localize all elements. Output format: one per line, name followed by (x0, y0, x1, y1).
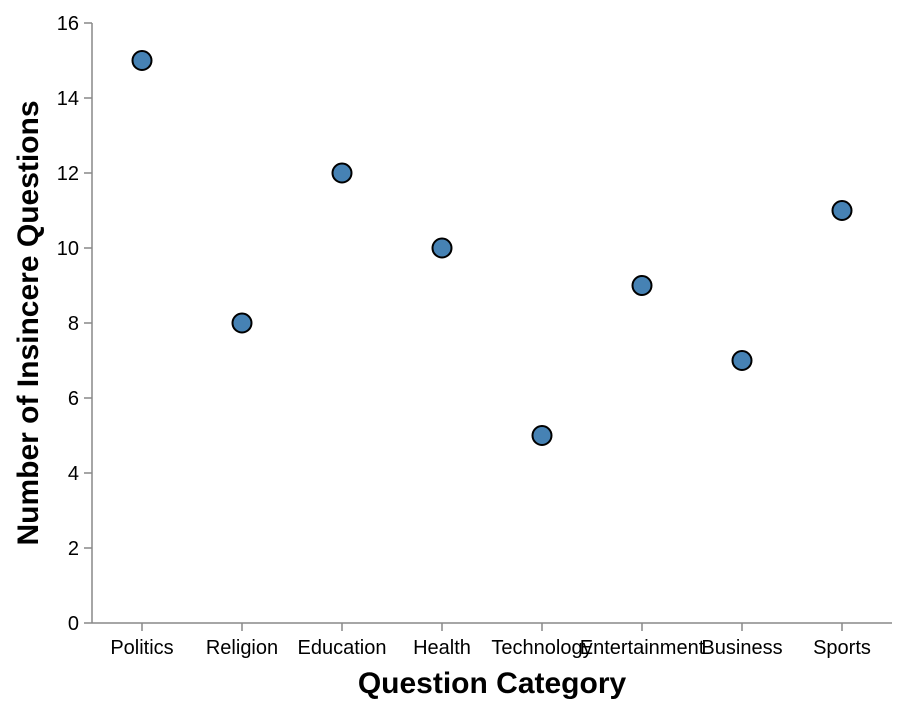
y-tick-label: 14 (57, 88, 79, 110)
data-point (131, 50, 153, 71)
y-axis: 0 2 4 6 8 10 12 14 16 (57, 13, 93, 635)
y-tick-label: 4 (68, 463, 79, 485)
x-tick-label: Politics (110, 637, 173, 659)
y-tick-label: 10 (57, 238, 79, 260)
data-point (631, 275, 653, 296)
y-axis-title: Number of Insincere Questions (12, 100, 45, 545)
x-tick-label: Business (701, 637, 782, 659)
y-tick-label: 6 (68, 388, 79, 410)
y-tick-label: 16 (57, 13, 79, 35)
data-point (231, 312, 253, 334)
data-point (831, 200, 853, 221)
y-tick-label: 8 (68, 313, 79, 335)
x-tick-label: Entertainment (580, 637, 705, 659)
x-tick-label: Education (298, 637, 387, 659)
data-point (431, 237, 453, 259)
data-point (531, 425, 553, 446)
x-axis-title: Question Category (358, 667, 627, 700)
x-axis: Politics Religion Education Health Technolog… (92, 622, 892, 659)
x-tick-label: Health (413, 637, 471, 659)
x-tick-label: Religion (206, 637, 278, 659)
data-point (731, 350, 753, 371)
y-tick-label: 0 (68, 613, 79, 635)
x-tick-label: Sports (813, 637, 871, 659)
y-tick-label: 12 (57, 163, 79, 185)
y-tick-label: 2 (68, 538, 79, 560)
x-tick-label: Technology (491, 637, 592, 659)
data-points (131, 50, 853, 446)
data-point (331, 162, 353, 184)
